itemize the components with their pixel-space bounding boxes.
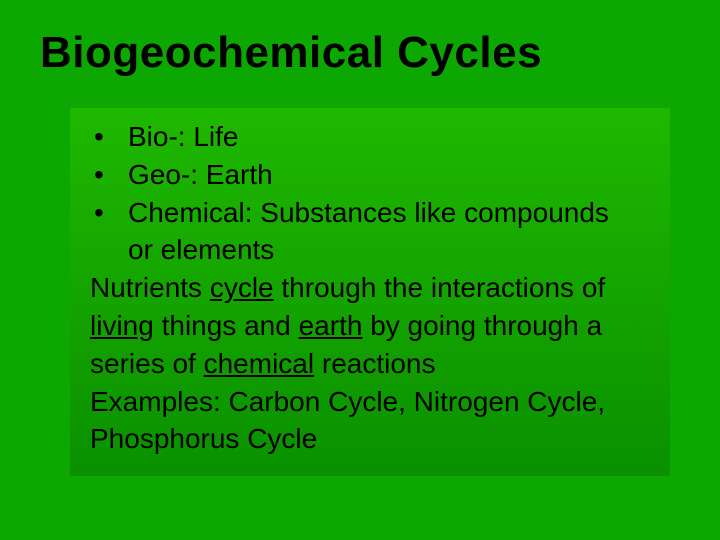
underlined-term: chemical: [204, 348, 314, 379]
underlined-term: earth: [299, 310, 363, 341]
content-box: Bio-: Life Geo-: Earth Chemical: Substan…: [70, 108, 670, 476]
paragraph-text: things and: [154, 310, 299, 341]
paragraph-text: through the interactions of: [274, 272, 606, 303]
underlined-term: cycle: [210, 272, 274, 303]
bullet-text-1: Bio-: Life: [128, 121, 239, 152]
paragraph-text: Nutrients: [90, 272, 210, 303]
slide: Biogeochemical Cycles Bio-: Life Geo-: E…: [0, 0, 720, 540]
bullet-list: Bio-: Life Geo-: Earth Chemical: Substan…: [90, 118, 650, 269]
paragraph-2: Examples: Carbon Cycle, Nitrogen Cycle, …: [90, 383, 650, 459]
bullet-text-3a: Chemical: Substances like compounds: [128, 197, 609, 228]
bullet-item-1: Bio-: Life: [90, 118, 650, 156]
bullet-item-3: Chemical: Substances like compounds: [90, 194, 650, 232]
paragraph-text: reactions: [314, 348, 435, 379]
bullet-item-3-wrap: or elements: [90, 231, 650, 269]
slide-title: Biogeochemical Cycles: [40, 28, 680, 78]
bullet-item-2: Geo-: Earth: [90, 156, 650, 194]
underlined-term: living: [90, 310, 154, 341]
bullet-text-3b: or elements: [128, 234, 274, 265]
paragraph-1: Nutrients cycle through the interactions…: [90, 269, 650, 382]
bullet-text-2: Geo-: Earth: [128, 159, 273, 190]
